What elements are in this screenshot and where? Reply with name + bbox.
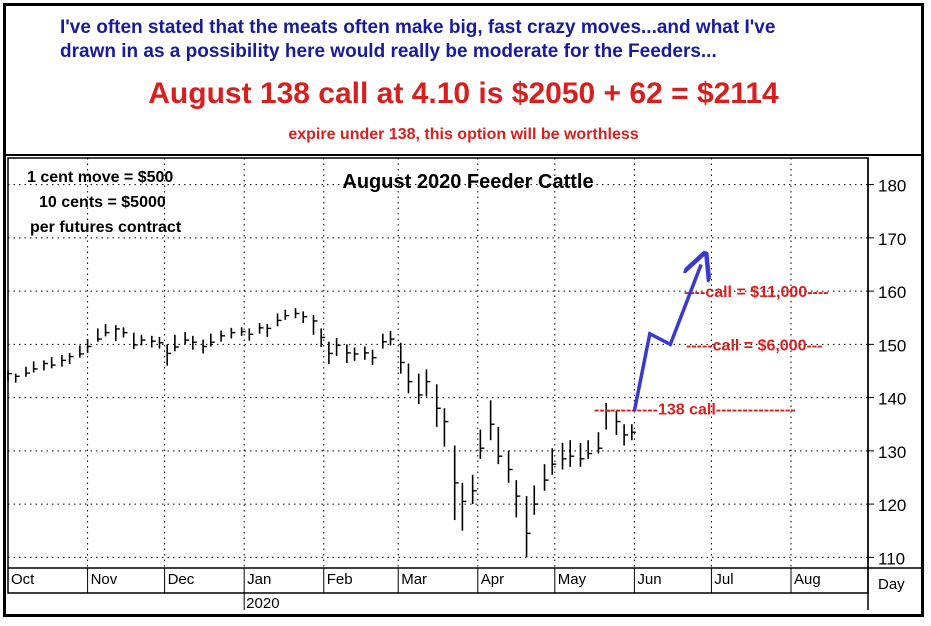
x-tick-label: Dec — [168, 571, 195, 588]
info-box-line: 1 cent move = $500 — [27, 169, 173, 186]
x-tick-label: Apr — [481, 571, 504, 588]
x-tick-label: Mar — [401, 571, 427, 588]
x-tick-label: Nov — [91, 571, 118, 588]
annotation-call-11-000: ----call = $11,000---- — [684, 284, 829, 301]
expiry-note: expire under 138, this option will be wo… — [288, 126, 639, 143]
commentary-line-2: drawn in as a possibility here would rea… — [60, 41, 717, 62]
annotation-call-6-000: -----call = $6,000--- — [686, 337, 822, 354]
option-headline: August 138 call at 4.10 is $2050 + 62 = … — [148, 77, 779, 110]
info-box-line: per futures contract — [30, 219, 182, 236]
x-tick-label: Feb — [327, 571, 353, 588]
y-tick-label: 160 — [878, 283, 906, 302]
annotation-138-call: ------------138 call--------------- — [594, 401, 796, 418]
commentary-panel: I've often stated that the meats often m… — [6, 6, 921, 156]
y-tick-label: 120 — [878, 496, 906, 515]
commentary-line-1: I've often stated that the meats often m… — [60, 17, 776, 38]
x-unit-label: Day — [878, 576, 905, 593]
y-tick-label: 150 — [878, 336, 906, 355]
y-tick-label: 140 — [878, 390, 906, 409]
y-tick-label: 170 — [878, 230, 906, 249]
x-tick-label: Jun — [637, 571, 661, 588]
year-label: 2020 — [246, 595, 279, 612]
outer-frame — [3, 3, 924, 617]
y-tick-label: 130 — [878, 443, 906, 462]
x-tick-label: Oct — [11, 571, 35, 588]
x-tick-label: Jan — [247, 571, 271, 588]
projection-arrow — [632, 265, 701, 412]
info-box-line: 10 cents = $5000 — [39, 194, 166, 211]
commentary-text: I've often stated that the meats often m… — [60, 16, 890, 64]
y-tick-label: 110 — [878, 549, 905, 568]
chart-title: August 2020 Feeder Cattle — [342, 171, 593, 193]
x-tick-label: Jul — [714, 571, 733, 588]
x-tick-label: May — [558, 571, 587, 588]
x-tick-label: Aug — [794, 571, 821, 588]
y-tick-label: 180 — [878, 177, 906, 196]
